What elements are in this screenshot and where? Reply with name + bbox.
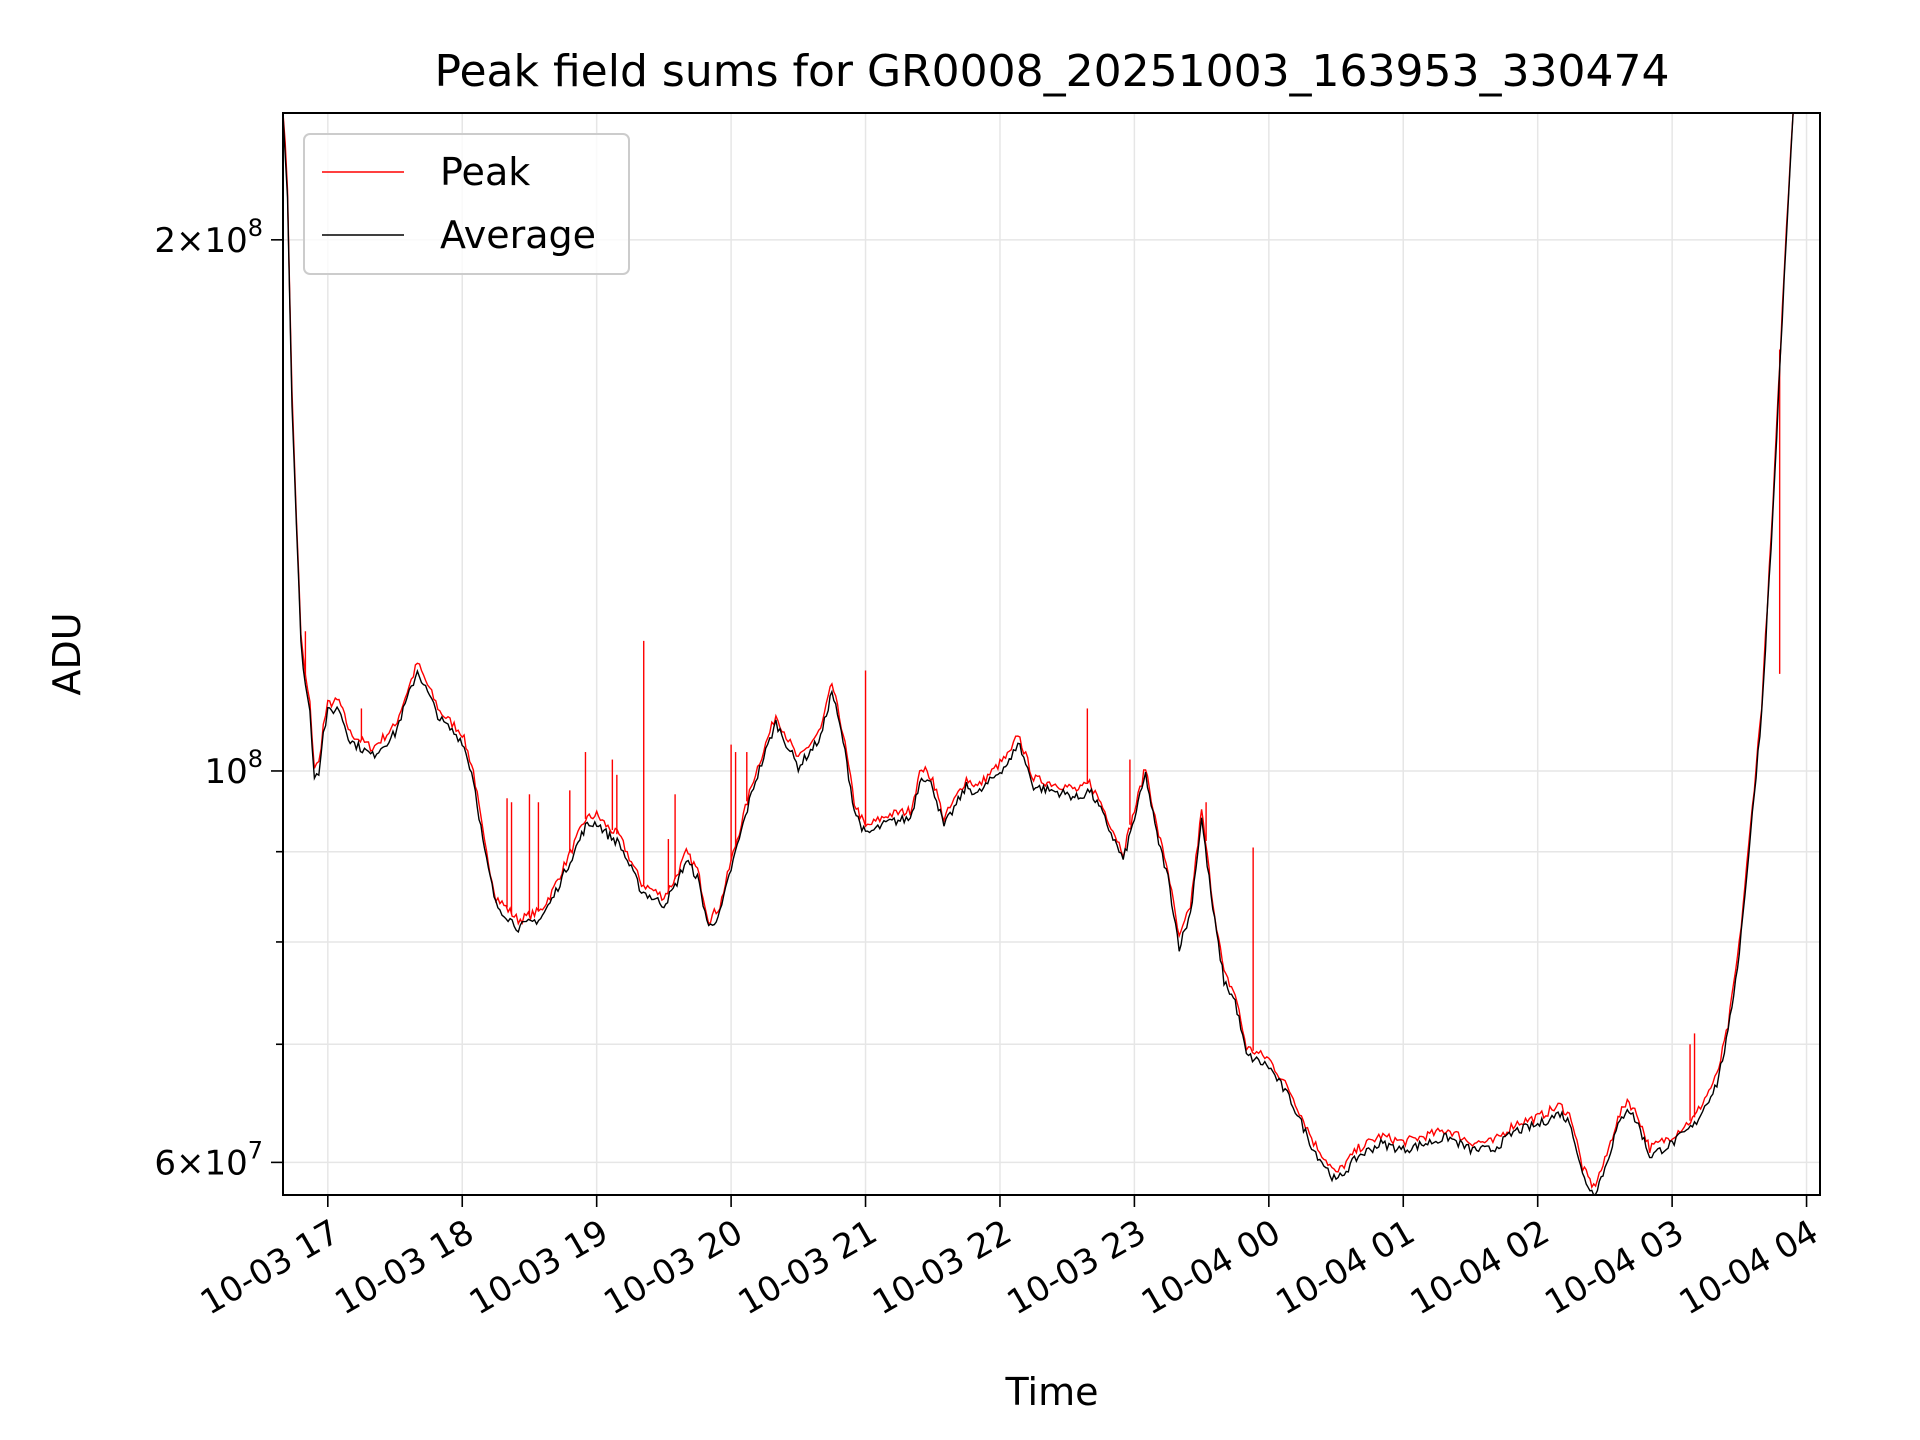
- x-axis-label: Time: [1005, 1370, 1099, 1414]
- legend: Peak Average: [303, 133, 630, 275]
- legend-box: [303, 133, 630, 275]
- chart-title: Peak field sums for GR0008_20251003_1639…: [435, 46, 1670, 97]
- plot-frame: [282, 112, 1821, 1196]
- y-tick-label: 108: [204, 745, 263, 792]
- y-axis-label: ADU: [45, 612, 89, 695]
- y-tick-label: 6×107: [154, 1136, 263, 1183]
- plot-series: [283, 113, 1794, 1195]
- y-tick-label: 2×108: [154, 214, 263, 261]
- grid: [283, 113, 1820, 1195]
- series-line-average: [283, 113, 1794, 1195]
- legend-label-peak: Peak: [440, 150, 530, 194]
- legend-label-average: Average: [440, 213, 596, 257]
- series-line-peak: [283, 113, 1794, 1190]
